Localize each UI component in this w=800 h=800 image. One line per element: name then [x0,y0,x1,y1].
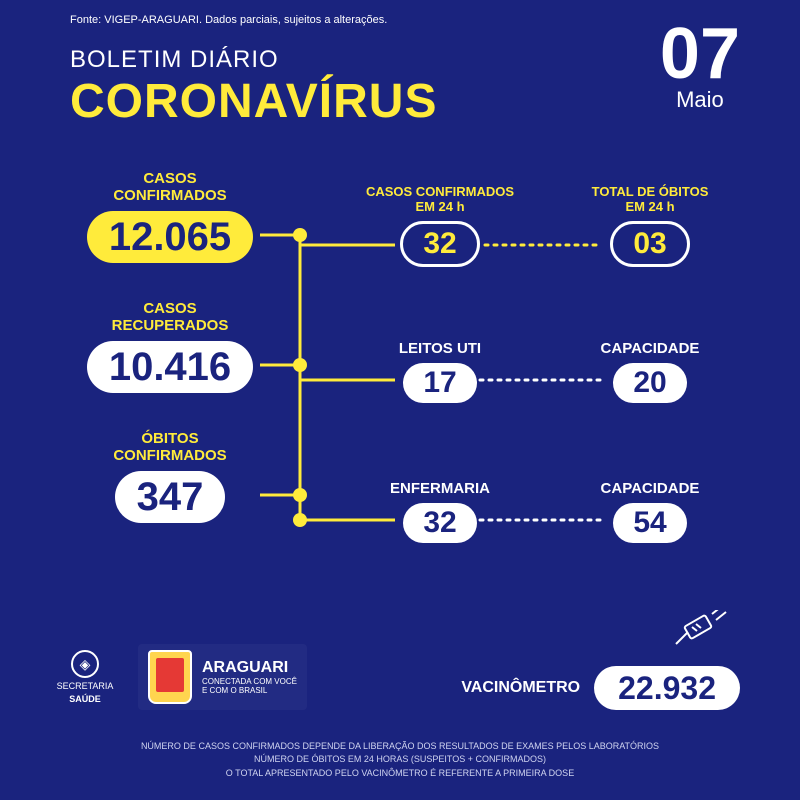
stat-ward: ENFERMARIA 32 [350,480,530,543]
vac-label: VACINÔMETRO [461,679,580,697]
stat-value: 347 [115,471,226,523]
stat-label: CAPACIDADE [560,480,740,497]
stat-value: 12.065 [87,211,253,263]
footnotes: NÚMERO DE CASOS CONFIRMADOS DEPENDE DA L… [0,740,800,781]
stat-value: 20 [613,363,686,403]
stat-value: 17 [403,363,476,403]
stat-label: TOTAL DE ÓBITOS EM 24 h [560,185,740,215]
stat-value: 10.416 [87,341,253,393]
stat-label: CASOS CONFIRMADOS EM 24 h [350,185,530,215]
city-logo: ARAGUARI CONECTADA COM VOCÊ E COM O BRAS… [138,644,307,710]
city-name: ARAGUARI [202,659,297,677]
date-day: 07 [660,22,740,87]
syringe-icon [670,610,730,650]
stat-uti: LEITOS UTI 17 [350,340,530,403]
stat-ward-cap: CAPACIDADE 54 [560,480,740,543]
stat-label: CAPACIDADE [560,340,740,357]
stat-value: 54 [613,503,686,543]
stat-label: LEITOS UTI [350,340,530,357]
stat-label: CASOS CONFIRMADOS [70,170,270,205]
vaccinometer: VACINÔMETRO 22.932 [461,666,740,710]
title-block: BOLETIM DIÁRIO CORONAVÍRUS [70,46,437,129]
date-block: 07 Maio [660,22,740,113]
stat-uti-cap: CAPACIDADE 20 [560,340,740,403]
stat-deaths: ÓBITOS CONFIRMADOS 347 [70,430,270,523]
stat-confirmed-24h: CASOS CONFIRMADOS EM 24 h 32 [350,185,530,267]
vac-value: 22.932 [594,666,740,710]
stat-recovered: CASOS RECUPERADOS 10.416 [70,300,270,393]
stat-deaths-24h: TOTAL DE ÓBITOS EM 24 h 03 [560,185,740,267]
stat-value: 32 [403,503,476,543]
title-line2: CORONAVÍRUS [70,74,437,129]
stat-label: ÓBITOS CONFIRMADOS [70,430,270,465]
secretaria-logo: ◈ SECRETARIA SAÚDE [50,649,120,705]
wifi-icon: ◈ [71,650,99,678]
city-crest-icon [148,650,192,704]
stat-value: 32 [400,221,479,267]
stat-confirmed: CASOS CONFIRMADOS 12.065 [70,170,270,263]
title-line1: BOLETIM DIÁRIO [70,46,437,74]
stat-label: ENFERMARIA [350,480,530,497]
footer-logos: ◈ SECRETARIA SAÚDE ARAGUARI CONECTADA CO… [50,644,307,710]
stat-label: CASOS RECUPERADOS [70,300,270,335]
source-line: Fonte: VIGEP-ARAGUARI. Dados parciais, s… [70,14,387,26]
stat-value: 03 [610,221,689,267]
